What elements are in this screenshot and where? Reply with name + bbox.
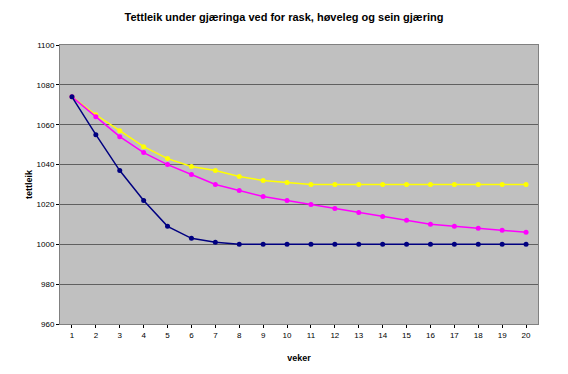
svg-text:1040: 1040 — [37, 160, 55, 169]
svg-text:3: 3 — [118, 331, 123, 340]
svg-text:7: 7 — [213, 331, 218, 340]
svg-text:12: 12 — [330, 331, 339, 340]
svg-text:19: 19 — [498, 331, 507, 340]
svg-text:14: 14 — [378, 331, 387, 340]
svg-text:13: 13 — [354, 331, 363, 340]
svg-text:1020: 1020 — [37, 200, 55, 209]
svg-text:17: 17 — [450, 331, 459, 340]
svg-text:960: 960 — [41, 320, 55, 329]
svg-text:4: 4 — [141, 331, 146, 340]
svg-text:1100: 1100 — [37, 41, 55, 50]
svg-text:20: 20 — [522, 331, 531, 340]
svg-text:18: 18 — [474, 331, 483, 340]
svg-text:9: 9 — [261, 331, 266, 340]
svg-text:11: 11 — [307, 331, 316, 340]
svg-text:6: 6 — [189, 331, 194, 340]
svg-text:veker: veker — [287, 353, 311, 363]
svg-text:980: 980 — [41, 280, 55, 289]
svg-text:tettleik: tettleik — [24, 169, 34, 199]
svg-text:8: 8 — [237, 331, 242, 340]
svg-text:10: 10 — [283, 331, 292, 340]
svg-text:16: 16 — [426, 331, 435, 340]
svg-text:1080: 1080 — [37, 81, 55, 90]
svg-text:1000: 1000 — [37, 240, 55, 249]
svg-text:Tettleik under gjæringa ved fo: Tettleik under gjæringa ved for rask, hø… — [125, 11, 444, 23]
svg-text:1060: 1060 — [37, 121, 55, 130]
svg-text:2: 2 — [94, 331, 99, 340]
svg-text:5: 5 — [165, 331, 170, 340]
svg-text:15: 15 — [402, 331, 411, 340]
svg-text:1: 1 — [70, 331, 75, 340]
